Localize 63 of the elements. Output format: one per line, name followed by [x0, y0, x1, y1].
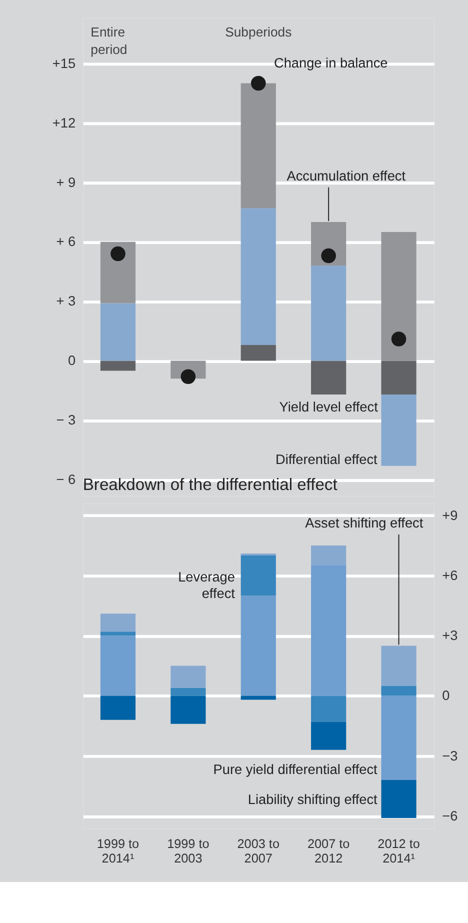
y-tick-label: + 3: [56, 294, 76, 309]
annotation: Entire period: [90, 24, 128, 57]
bar: [311, 545, 346, 566]
bar: [240, 696, 276, 700]
bar: [240, 208, 276, 345]
bar: [311, 566, 346, 696]
point: [110, 246, 126, 262]
point: [250, 76, 266, 91]
bar: [240, 83, 276, 208]
y-tick-label: +15: [52, 56, 76, 71]
bar: [100, 614, 136, 632]
x-tick-label: 2003 to 2007: [237, 837, 280, 866]
y-tick-label: +12: [52, 115, 76, 130]
bar: [311, 722, 346, 750]
bar: [381, 646, 416, 686]
y-tick-label: +6: [442, 568, 458, 583]
x-tick-label: 1999 to 2014¹: [96, 837, 140, 866]
bar: [381, 686, 416, 696]
bar: [381, 780, 416, 818]
bar: [100, 632, 136, 636]
point: [391, 332, 406, 346]
chart-title: Breakdown of the differential effect: [82, 474, 338, 494]
y-tick-label: −6: [442, 808, 458, 824]
annotation: Subperiods: [225, 24, 292, 40]
bar: [240, 556, 276, 596]
y-tick-label: − 6: [56, 472, 76, 488]
bar: [100, 636, 136, 696]
series-label: Liability shifting effect: [248, 792, 378, 807]
series-label: Differential effect: [275, 452, 378, 467]
bar: [311, 266, 346, 361]
y-tick-label: + 9: [56, 174, 76, 190]
bar: [381, 394, 416, 466]
bar: [170, 688, 206, 696]
bar: [240, 344, 276, 361]
bar: [100, 696, 136, 720]
bar: [170, 666, 206, 688]
y-tick-label: +3: [442, 628, 458, 644]
bar: [100, 242, 136, 304]
bar: [240, 596, 276, 696]
series-label: Yield level effect: [279, 399, 378, 414]
point: [321, 248, 336, 264]
bar: [170, 696, 206, 724]
bar: [381, 232, 416, 361]
bar: [100, 360, 136, 371]
y-tick-label: + 6: [56, 234, 76, 250]
x-tick-label: 2007 to 2012: [307, 837, 350, 866]
series-label: Leverage effect: [178, 569, 236, 602]
bar: [100, 303, 136, 361]
series-label: Change in balance: [274, 55, 388, 70]
series-label: Accumulation effect: [286, 168, 406, 184]
y-tick-label: 0: [68, 353, 76, 368]
y-tick-label: −3: [442, 748, 458, 764]
bar: [311, 696, 346, 722]
y-tick-label: − 3: [56, 412, 76, 428]
y-tick-label: +9: [442, 508, 458, 523]
bar: [381, 360, 416, 394]
x-tick-label: 1999 to 2003: [167, 837, 210, 866]
y-tick-label: 0: [442, 688, 450, 704]
bar: [311, 360, 346, 394]
series-label: Asset shifting effect: [305, 515, 424, 530]
bar: [381, 696, 416, 780]
series-label: Pure yield differential effect: [213, 762, 378, 777]
x-tick-label: 2012 to 2014¹: [378, 837, 420, 866]
